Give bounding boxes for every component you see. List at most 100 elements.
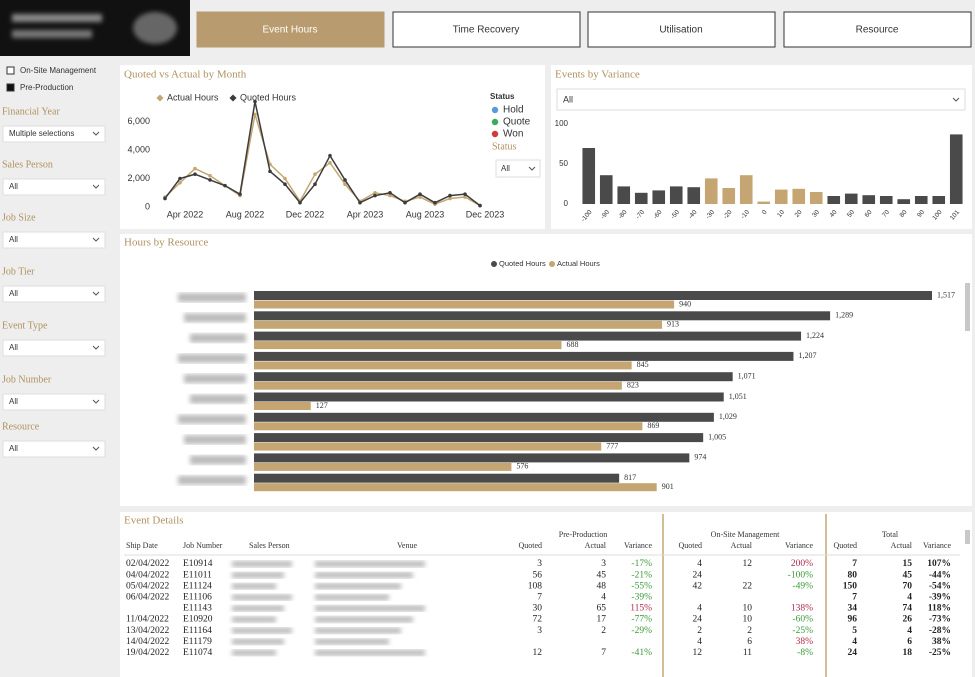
- filter-label: Job Tier: [2, 266, 35, 277]
- table-cell: 74: [903, 604, 913, 614]
- x-tick-label: 70: [881, 209, 891, 219]
- tab[interactable]: [392, 11, 581, 48]
- blurred-text: [315, 561, 425, 567]
- table-cell: 150: [843, 581, 858, 591]
- table-cell: 7: [601, 648, 606, 658]
- legend-dot: [491, 130, 499, 138]
- data-label: 127: [316, 401, 328, 410]
- filter-dropdown[interactable]: [2, 440, 106, 458]
- filter-dropdown[interactable]: [495, 159, 541, 178]
- filter-value[interactable]: All: [9, 289, 18, 298]
- column-header[interactable]: Venue: [397, 541, 417, 550]
- logo-blur: [12, 12, 177, 44]
- scrollbar[interactable]: [965, 283, 970, 331]
- tab-label[interactable]: Event Hours: [262, 25, 317, 36]
- point: [193, 172, 197, 177]
- column-header[interactable]: Ship Date: [126, 541, 158, 550]
- table-cell: 6: [907, 637, 912, 647]
- column-header[interactable]: Quoted: [678, 541, 702, 550]
- column-header[interactable]: Quoted: [518, 541, 542, 550]
- y-tick-label: 0: [145, 201, 150, 211]
- bar: [254, 331, 802, 341]
- table-cell: 06/04/2022: [126, 592, 170, 602]
- filter-value[interactable]: Multiple selections: [9, 129, 74, 138]
- column-header[interactable]: Actual: [731, 541, 753, 550]
- column-header[interactable]: Variance: [923, 541, 951, 550]
- legend-label: On-Site Management: [20, 66, 97, 75]
- column-header[interactable]: Sales Person: [249, 541, 290, 550]
- filter-dropdown[interactable]: [2, 178, 106, 196]
- x-tick-label: 50: [846, 209, 856, 219]
- tab[interactable]: [587, 11, 776, 48]
- y-tick-label: 0: [564, 199, 569, 208]
- column-group: Pre-Production: [559, 530, 607, 539]
- data-label: 1,289: [835, 311, 853, 320]
- panel: [120, 234, 972, 506]
- filter-label: Event Type: [2, 320, 48, 331]
- point: [253, 112, 257, 117]
- table-cell: 5: [852, 626, 857, 636]
- tab[interactable]: [783, 11, 972, 48]
- filter-value[interactable]: All: [563, 94, 573, 104]
- bar: [827, 196, 841, 204]
- legend-swatch: [6, 66, 15, 75]
- point: [208, 178, 212, 182]
- table-cell: -39%: [631, 592, 652, 602]
- table-cell: 12: [743, 559, 753, 569]
- column-header[interactable]: Actual: [585, 541, 607, 550]
- table-cell: 15: [903, 559, 913, 569]
- tab-label[interactable]: Time Recovery: [453, 25, 520, 36]
- data-label: 823: [627, 381, 639, 390]
- table-cell: 45: [597, 570, 607, 580]
- tab-label[interactable]: Utilisation: [659, 25, 702, 36]
- point: [268, 169, 272, 174]
- legend-label: Pre-Production: [20, 83, 73, 92]
- blurred-text: [315, 616, 413, 623]
- filter-value[interactable]: All: [9, 343, 18, 352]
- table-cell: 4: [907, 626, 912, 636]
- category-label-blurred: [190, 455, 246, 465]
- filter-dropdown[interactable]: [2, 339, 106, 357]
- column-header[interactable]: Quoted: [833, 541, 857, 550]
- tab-label[interactable]: Resource: [856, 25, 899, 36]
- table-cell: 19/04/2022: [126, 648, 170, 658]
- blurred-text: [232, 594, 292, 601]
- filter-value[interactable]: All: [9, 397, 18, 406]
- column-header[interactable]: Job Number: [183, 541, 223, 550]
- bar: [254, 462, 512, 471]
- blurred-text: [232, 616, 276, 623]
- filter-value[interactable]: All: [9, 444, 18, 453]
- table-cell: E11143: [183, 604, 212, 614]
- table-cell: 4: [697, 604, 702, 614]
- filter-value[interactable]: All: [9, 235, 18, 244]
- legend-label: Actual Hours: [167, 92, 219, 102]
- tab[interactable]: [196, 11, 385, 48]
- blurred-text: [315, 572, 413, 579]
- point: [478, 203, 482, 208]
- filter-value[interactable]: All: [9, 182, 18, 191]
- column-header[interactable]: Variance: [785, 541, 813, 550]
- bar: [704, 178, 718, 204]
- scrollbar[interactable]: [965, 530, 970, 544]
- x-tick-label: 30: [811, 209, 821, 219]
- table-cell: 26: [903, 615, 913, 625]
- filter-dropdown[interactable]: [2, 393, 106, 411]
- blurred-text: [232, 638, 284, 645]
- category-label-blurred: [190, 394, 246, 404]
- bar: [862, 195, 876, 204]
- bar: [254, 422, 643, 431]
- filter-dropdown[interactable]: [2, 285, 106, 303]
- column-header[interactable]: Variance: [624, 541, 652, 550]
- table-cell: E10914: [183, 559, 213, 569]
- table-cell: 200%: [791, 559, 813, 569]
- chevron: [92, 131, 100, 136]
- bar: [254, 412, 714, 422]
- filter-value[interactable]: All: [501, 164, 510, 173]
- column-header[interactable]: Actual: [891, 541, 913, 550]
- filter-dropdown[interactable]: [556, 88, 966, 111]
- bar: [254, 300, 675, 309]
- bar: [254, 402, 311, 410]
- table-cell: 118%: [928, 604, 951, 614]
- filter-dropdown[interactable]: [2, 231, 106, 249]
- filter-dropdown[interactable]: [2, 125, 106, 143]
